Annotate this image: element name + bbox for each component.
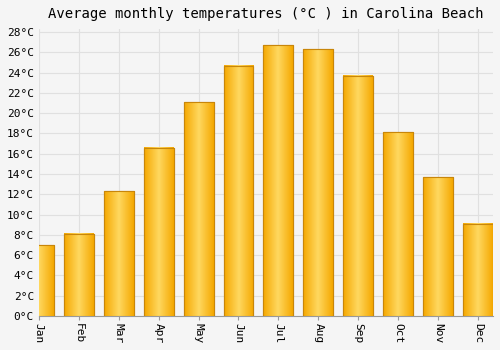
Bar [104, 191, 134, 316]
Bar [383, 132, 413, 316]
Bar [144, 148, 174, 316]
Bar [184, 102, 214, 316]
Bar [344, 76, 374, 316]
Bar [144, 148, 174, 316]
Bar [304, 49, 334, 316]
Bar [463, 224, 493, 316]
Bar [344, 76, 374, 316]
Bar [383, 132, 413, 316]
Bar [64, 234, 94, 316]
Bar [64, 234, 94, 316]
Bar [463, 224, 493, 316]
Bar [224, 65, 254, 316]
Bar [184, 102, 214, 316]
Bar [24, 245, 54, 316]
Bar [104, 191, 134, 316]
Title: Average monthly temperatures (°C ) in Carolina Beach: Average monthly temperatures (°C ) in Ca… [48, 7, 484, 21]
Bar [264, 45, 294, 316]
Bar [423, 177, 453, 316]
Bar [423, 177, 453, 316]
Bar [24, 245, 54, 316]
Bar [224, 65, 254, 316]
Bar [264, 45, 294, 316]
Bar [304, 49, 334, 316]
